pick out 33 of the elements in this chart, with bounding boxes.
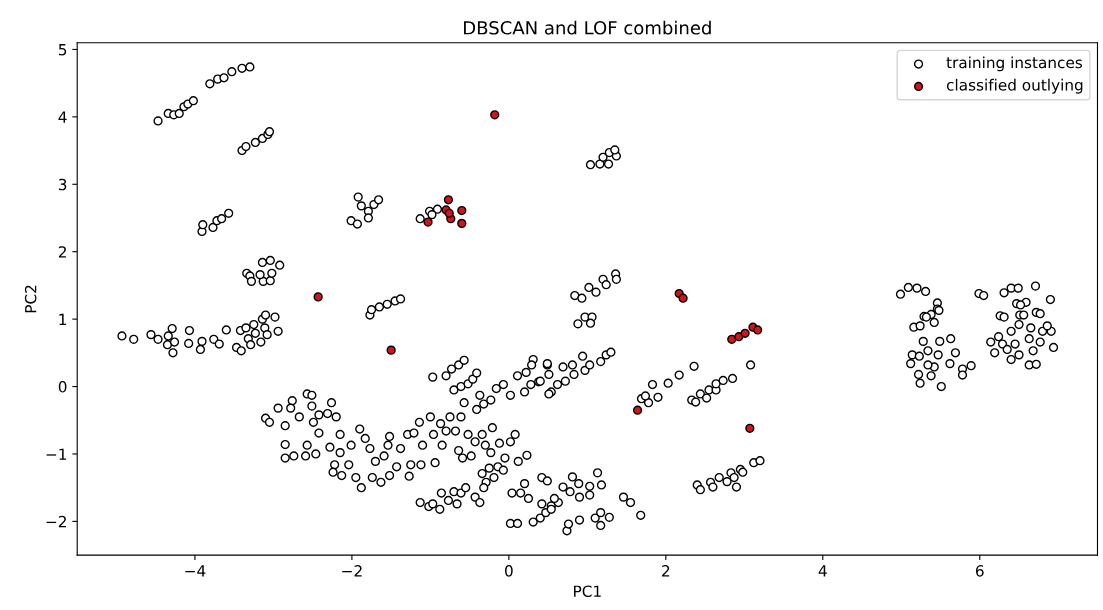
- x-tick-label: −4: [185, 565, 206, 577]
- y-tick-label: −2: [46, 515, 66, 528]
- y-tick-label: 1: [59, 313, 67, 325]
- x-tick-label: −2: [342, 565, 362, 577]
- point: [443, 195, 454, 205]
- y-tick-label: 0: [58, 381, 67, 393]
- y-tick-label: 5: [58, 44, 67, 56]
- x-tick-label: 0: [505, 565, 513, 577]
- point: [457, 205, 467, 216]
- point: [313, 292, 323, 302]
- point: [423, 217, 433, 227]
- y-tick-label: −1: [46, 448, 67, 460]
- point: [490, 110, 500, 120]
- y-axis-title: PC2: [24, 285, 37, 313]
- point: [734, 332, 744, 342]
- point: [386, 345, 396, 355]
- chart-title: DBSCAN and LOF combined: [464, 20, 711, 35]
- legend-label: classified outlying: [946, 78, 1083, 94]
- y-tick-label: 4: [58, 111, 67, 123]
- x-tick-label: 6: [975, 565, 984, 577]
- point: [745, 423, 755, 433]
- y-tick-label: 3: [58, 178, 67, 191]
- point: [632, 405, 643, 415]
- legend-label: training instances: [946, 56, 1083, 72]
- point: [457, 218, 467, 229]
- y-tick-label: 2: [58, 246, 66, 258]
- point: [678, 293, 688, 303]
- point: [740, 328, 750, 338]
- x-tick-label: 2: [662, 565, 670, 577]
- point: [727, 334, 737, 344]
- x-axis-title: PC1: [574, 585, 601, 597]
- point: [753, 325, 763, 335]
- x-tick-label: 4: [818, 565, 827, 577]
